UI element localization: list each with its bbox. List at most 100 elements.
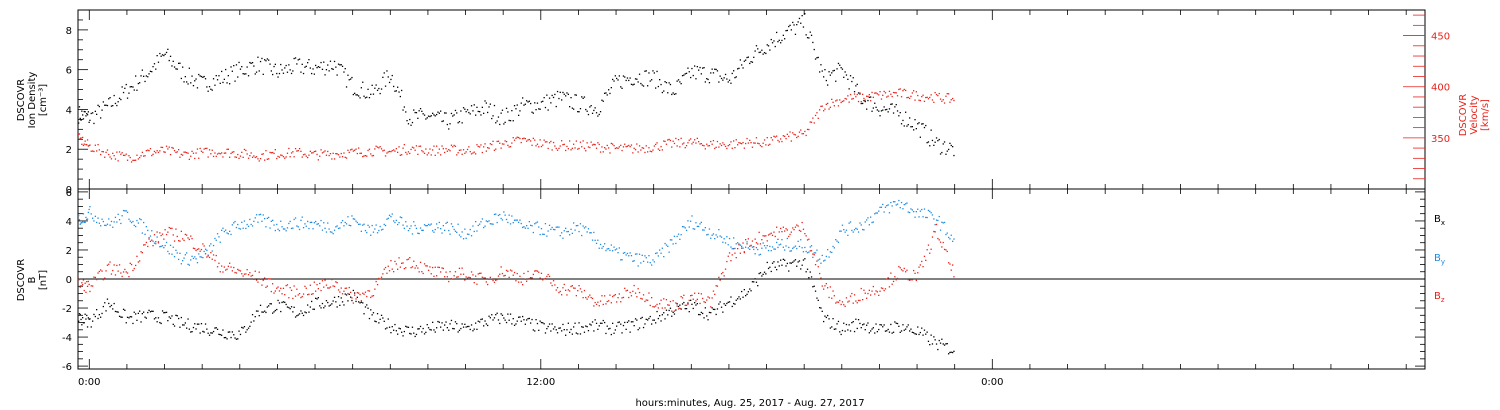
data-point bbox=[106, 223, 109, 225]
data-point bbox=[632, 321, 634, 323]
data-point bbox=[122, 271, 125, 273]
data-point bbox=[856, 93, 858, 96]
data-point bbox=[860, 327, 862, 329]
data-point bbox=[493, 104, 496, 107]
data-point bbox=[492, 319, 494, 321]
data-point bbox=[501, 143, 504, 145]
data-point bbox=[624, 287, 626, 289]
data-point bbox=[556, 332, 559, 334]
data-point bbox=[751, 146, 754, 148]
data-point bbox=[285, 64, 287, 67]
data-point bbox=[94, 315, 96, 318]
data-point bbox=[941, 221, 943, 223]
data-point bbox=[782, 258, 784, 260]
data-point bbox=[767, 45, 770, 47]
data-point bbox=[561, 99, 563, 101]
data-point bbox=[929, 252, 931, 254]
data-point bbox=[511, 142, 513, 144]
data-point bbox=[792, 261, 794, 263]
data-point bbox=[687, 67, 689, 69]
data-point bbox=[538, 108, 540, 110]
data-point bbox=[774, 248, 776, 250]
data-point bbox=[182, 66, 184, 68]
data-point bbox=[653, 306, 655, 308]
ylabel-left-line: DSCOVR bbox=[16, 259, 27, 302]
data-point bbox=[501, 314, 504, 316]
data-point bbox=[414, 335, 416, 338]
data-point bbox=[562, 144, 564, 146]
y-tick-label-right: 350 bbox=[1431, 134, 1450, 145]
data-point bbox=[819, 307, 821, 309]
data-point bbox=[867, 95, 869, 98]
data-point bbox=[136, 319, 138, 321]
data-point bbox=[352, 289, 354, 292]
data-point bbox=[464, 152, 466, 154]
data-point bbox=[336, 74, 338, 76]
data-point bbox=[437, 320, 439, 323]
data-point bbox=[148, 309, 150, 311]
data-point bbox=[444, 229, 446, 231]
data-point bbox=[927, 244, 930, 246]
data-point bbox=[461, 153, 463, 155]
data-point bbox=[737, 298, 739, 300]
data-point bbox=[536, 270, 539, 272]
data-point bbox=[699, 66, 701, 69]
data-point bbox=[262, 214, 264, 216]
data-point bbox=[845, 98, 848, 100]
data-point bbox=[907, 211, 909, 213]
data-point bbox=[446, 150, 448, 152]
data-point bbox=[657, 317, 659, 320]
data-point bbox=[356, 94, 358, 96]
data-point bbox=[204, 248, 207, 250]
data-point bbox=[93, 220, 95, 222]
data-point bbox=[333, 285, 336, 288]
data-point bbox=[316, 284, 318, 286]
data-point bbox=[233, 334, 235, 336]
data-point bbox=[583, 289, 586, 292]
data-point bbox=[581, 96, 583, 98]
data-point bbox=[372, 312, 375, 314]
data-point bbox=[622, 75, 625, 77]
data-point bbox=[886, 278, 888, 280]
data-point bbox=[656, 252, 658, 254]
data-point bbox=[655, 305, 657, 307]
data-point bbox=[336, 225, 338, 227]
data-point bbox=[124, 87, 126, 89]
data-point bbox=[632, 152, 634, 154]
data-point bbox=[96, 150, 98, 152]
data-point bbox=[110, 105, 113, 107]
data-point bbox=[239, 155, 242, 157]
data-point bbox=[325, 284, 328, 286]
data-point bbox=[269, 278, 271, 280]
data-point bbox=[699, 314, 701, 316]
data-point bbox=[122, 209, 125, 212]
data-point bbox=[871, 290, 873, 292]
data-point bbox=[204, 253, 207, 255]
data-point bbox=[255, 71, 258, 73]
data-point bbox=[591, 321, 594, 323]
data-point bbox=[624, 76, 626, 78]
data-point bbox=[613, 80, 615, 82]
data-point bbox=[640, 262, 642, 264]
data-point bbox=[348, 151, 350, 154]
data-point bbox=[618, 321, 620, 323]
data-point bbox=[598, 247, 600, 249]
data-point bbox=[700, 143, 702, 145]
data-point bbox=[308, 227, 310, 230]
data-point bbox=[704, 301, 706, 304]
data-point bbox=[383, 223, 385, 226]
data-point bbox=[659, 303, 661, 305]
data-point bbox=[425, 265, 427, 267]
data-point bbox=[325, 300, 328, 302]
data-point bbox=[368, 290, 371, 292]
data-point bbox=[203, 250, 205, 253]
data-point bbox=[511, 110, 513, 112]
data-point bbox=[126, 316, 129, 318]
data-point bbox=[931, 343, 934, 345]
data-point bbox=[155, 241, 157, 243]
y-tick-label: -4 bbox=[62, 333, 72, 344]
data-point bbox=[117, 270, 119, 272]
data-point bbox=[551, 94, 553, 97]
data-point bbox=[136, 219, 138, 222]
data-point bbox=[109, 156, 111, 158]
